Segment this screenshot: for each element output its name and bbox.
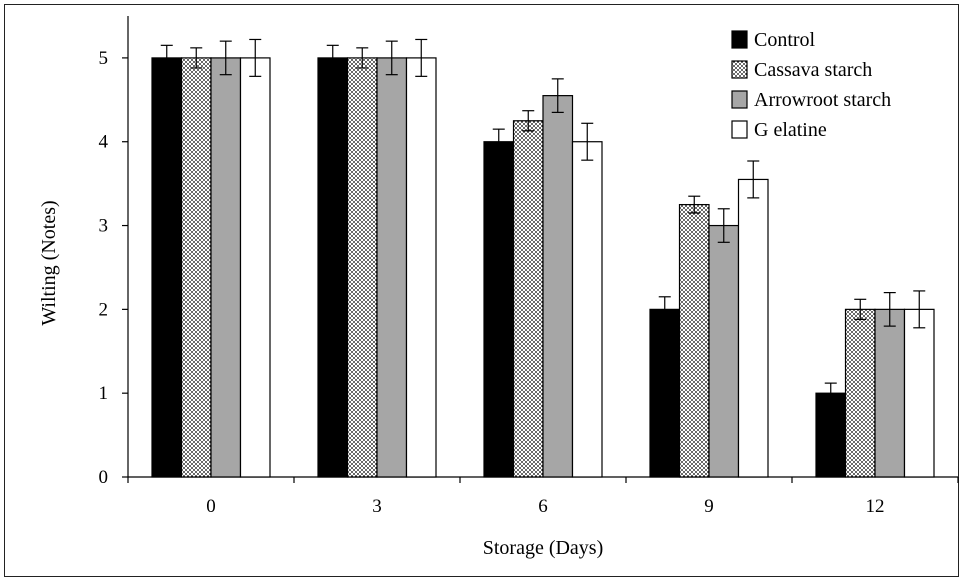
x-tick-label: 6 [538, 496, 548, 517]
y-tick-label: 2 [99, 299, 109, 320]
legend-label: Cassava starch [754, 59, 872, 81]
y-tick-label: 5 [99, 48, 109, 69]
bar [346, 57, 378, 478]
bar [649, 308, 681, 478]
y-tick-label: 3 [99, 216, 109, 237]
error-bars [160, 38, 926, 404]
x-axis-title: Storage (Days) [483, 537, 604, 559]
bar [317, 57, 349, 478]
y-axis-title: Wilting (Notes) [38, 200, 60, 325]
bar [151, 57, 183, 478]
bar [483, 141, 515, 478]
legend-swatch [731, 60, 748, 79]
bars [151, 57, 935, 478]
bar [678, 203, 710, 478]
bar [542, 95, 574, 478]
y-tick-label: 1 [99, 383, 109, 404]
y-tick-label: 0 [99, 467, 109, 488]
bar [844, 308, 876, 478]
bar [737, 178, 769, 478]
bar [239, 57, 271, 478]
bar [180, 57, 212, 478]
x-tick-label: 9 [704, 496, 714, 517]
y-tick-label: 4 [99, 132, 109, 153]
x-tick-label: 12 [866, 496, 885, 517]
legend-swatch [731, 30, 748, 49]
bar [571, 141, 603, 478]
bar [815, 392, 847, 478]
x-tick-label: 0 [206, 496, 216, 517]
chart-frame: 0 1 2 3 4 5 0 3 6 9 12 Wilting (Notes) Storage (Da… [4, 4, 959, 577]
bar [903, 308, 935, 478]
legend-swatch [731, 90, 748, 109]
legend-label: G elatine [754, 119, 827, 141]
legend-label: Arrowroot starch [754, 89, 891, 111]
bar [376, 57, 408, 478]
bar [405, 57, 437, 478]
bar [512, 120, 544, 478]
legend: Control Cassava starch Arrowroot starch G e… [731, 29, 891, 141]
legend-label: Control [754, 29, 816, 51]
bar [210, 57, 242, 478]
legend-swatch [731, 120, 748, 139]
x-tick-label: 3 [372, 496, 382, 517]
bar [874, 308, 906, 478]
bar [708, 224, 740, 478]
